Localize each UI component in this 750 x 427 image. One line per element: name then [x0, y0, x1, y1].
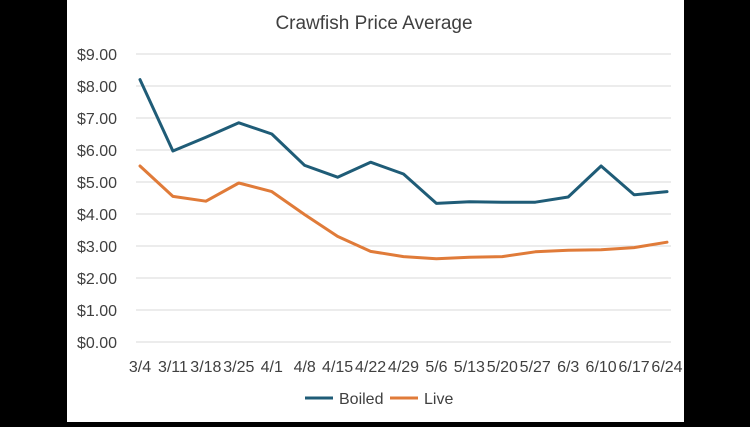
data-point-live [666, 241, 669, 244]
x-axis: 3/4 3/11 3/18 3/25 4/1 4/8 4/15 4/22 4/29 5/6 5/13… [129, 359, 683, 376]
data-point-boiled [303, 164, 306, 167]
data-point-live [204, 200, 207, 203]
data-point-boiled [204, 136, 207, 139]
data-point-boiled [336, 176, 339, 179]
legend-label-live: Live [424, 391, 453, 408]
x-tick-label: 6/10 [586, 359, 617, 376]
series-line-live [138, 164, 669, 261]
data-point-live [402, 255, 405, 258]
x-tick-label: 5/6 [425, 359, 447, 376]
x-tick-label: 3/18 [190, 359, 221, 376]
data-point-live [171, 195, 174, 198]
data-point-boiled [270, 133, 273, 136]
y-tick-label: $7.00 [77, 111, 117, 128]
y-tick-label: $9.00 [77, 47, 117, 64]
x-tick-label: 4/15 [322, 359, 353, 376]
data-point-live [270, 190, 273, 193]
x-tick-label: 6/17 [618, 359, 649, 376]
data-point-boiled [139, 78, 142, 81]
data-point-live [139, 165, 142, 168]
line-chart: Crawfish Price Average $0.00 $1.00 $2.00 $3… [77, 13, 683, 408]
y-tick-label: $2.00 [77, 271, 117, 288]
data-point-boiled [534, 201, 537, 204]
data-point-boiled [369, 161, 372, 164]
x-tick-label: 3/4 [129, 359, 151, 376]
data-point-boiled [171, 149, 174, 152]
data-point-boiled [633, 193, 636, 196]
legend: Boiled Live [305, 391, 453, 408]
y-tick-label: $4.00 [77, 207, 117, 224]
data-point-live [468, 256, 471, 259]
series-line-boiled [138, 78, 669, 205]
y-axis: $0.00 $1.00 $2.00 $3.00 $4.00 $5.00 $6.00 $7.00… [77, 47, 117, 352]
series-lines [138, 78, 669, 261]
data-point-live [501, 255, 504, 258]
data-point-boiled [402, 173, 405, 176]
x-tick-label: 5/20 [487, 359, 518, 376]
data-point-live [303, 213, 306, 216]
x-tick-label: 4/8 [294, 359, 316, 376]
data-point-live [534, 250, 537, 253]
chart-title: Crawfish Price Average [275, 13, 472, 34]
chart-frame: Crawfish Price Average $0.00 $1.00 $2.00 $3… [67, 0, 684, 422]
x-tick-label: 3/11 [158, 359, 188, 376]
data-point-live [369, 250, 372, 253]
y-tick-label: $8.00 [77, 79, 117, 96]
y-tick-label: $5.00 [77, 175, 117, 192]
x-tick-label: 4/1 [261, 359, 283, 376]
data-point-live [567, 249, 570, 252]
y-tick-label: $1.00 [77, 303, 117, 320]
gridlines [136, 53, 671, 343]
data-point-live [336, 235, 339, 238]
data-point-boiled [237, 121, 240, 124]
y-tick-label: $3.00 [77, 239, 117, 256]
legend-label-boiled: Boiled [339, 391, 383, 408]
x-tick-label: 6/3 [557, 359, 579, 376]
data-point-boiled [666, 190, 669, 193]
x-tick-label: 4/22 [355, 359, 386, 376]
data-point-live [633, 246, 636, 249]
data-point-boiled [501, 201, 504, 204]
x-tick-label: 5/13 [454, 359, 485, 376]
x-tick-label: 6/24 [651, 359, 682, 376]
x-tick-label: 5/27 [520, 359, 551, 376]
data-point-live [237, 181, 240, 184]
data-point-boiled [600, 165, 603, 168]
data-point-live [435, 257, 438, 260]
data-point-boiled [435, 202, 438, 205]
data-point-boiled [567, 196, 570, 199]
x-tick-label: 3/25 [223, 359, 254, 376]
data-point-live [600, 248, 603, 251]
y-tick-label: $6.00 [77, 143, 117, 160]
data-point-boiled [468, 200, 471, 203]
x-tick-label: 4/29 [388, 359, 419, 376]
y-tick-label: $0.00 [77, 335, 117, 352]
